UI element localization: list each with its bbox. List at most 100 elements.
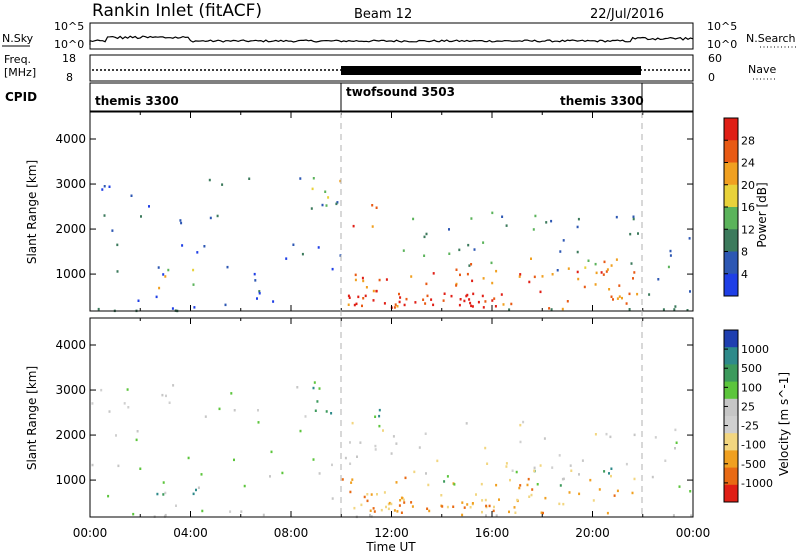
range-cell [195, 488, 197, 492]
y-tick-label: 2000 [55, 428, 86, 442]
range-cell [356, 455, 358, 458]
x-tick-label: 20:00 [575, 526, 610, 540]
range-cell [248, 177, 251, 180]
range-cell [221, 183, 224, 186]
range-cell [667, 265, 670, 269]
range-cell [615, 215, 618, 219]
range-cell [576, 225, 579, 229]
range-cell [335, 202, 338, 206]
range-cell [410, 501, 413, 504]
range-cell [135, 438, 138, 442]
range-cell [427, 483, 430, 487]
range-cell [441, 505, 444, 508]
range-cell [440, 494, 443, 497]
power-panel-frame [89, 111, 694, 312]
range-cell [625, 302, 628, 305]
range-cell [610, 474, 612, 478]
range-cell [347, 294, 350, 298]
range-cell [366, 499, 369, 503]
range-cell [544, 496, 547, 500]
range-cell [369, 509, 372, 512]
range-cell [370, 515, 373, 518]
colorbar-tick-label: -500 [741, 458, 766, 471]
colorbar-swatch [724, 330, 738, 348]
range-cell [609, 435, 612, 439]
range-cell [468, 298, 471, 301]
colorbar-tick-label: 500 [741, 362, 762, 375]
colorbar-swatch [724, 467, 738, 486]
range-cell [382, 429, 384, 432]
range-cell [453, 483, 456, 486]
range-cell [201, 509, 204, 513]
range-cell [689, 290, 691, 293]
range-cell [488, 504, 491, 508]
range-cell [385, 505, 387, 509]
range-cell [594, 433, 597, 436]
nsearch-label: N.Search [746, 32, 796, 45]
range-cell [621, 296, 623, 300]
range-cell [132, 512, 135, 516]
colorbar-swatch [724, 347, 738, 365]
range-cell [350, 481, 353, 484]
range-cell [567, 267, 570, 270]
colorbar-swatch [724, 273, 738, 297]
range-cell [569, 464, 572, 467]
range-cell [480, 482, 483, 486]
range-cell [491, 281, 494, 285]
range-cell [455, 268, 458, 271]
range-cell [240, 510, 243, 513]
range-cell [164, 513, 167, 517]
range-cell [299, 177, 302, 180]
range-cell [117, 464, 120, 468]
range-cell [353, 303, 356, 307]
range-cell [669, 249, 672, 253]
range-cell [603, 260, 606, 264]
colorbar-frame [723, 329, 739, 503]
range-cell [633, 271, 636, 274]
colorbar-tick-label: 1000 [741, 343, 769, 356]
y-tick-label: 1000 [55, 267, 86, 281]
range-cell [258, 292, 261, 295]
nsky-label: N.Sky [2, 32, 34, 45]
range-cell [330, 412, 333, 415]
range-cell [331, 267, 334, 271]
range-cell [466, 503, 469, 506]
range-cell [136, 430, 139, 433]
range-cell [443, 292, 446, 295]
colorbar-tick-label: 20 [741, 179, 755, 192]
range-cell [459, 273, 461, 277]
range-cell [615, 258, 618, 261]
range-cell [383, 491, 386, 494]
range-cell [364, 294, 367, 298]
range-cell [324, 190, 327, 193]
nsearch-tick-top: 10^5 [707, 20, 737, 33]
velocity-panel-frame [89, 317, 694, 518]
range-cell [108, 410, 111, 413]
range-cell [167, 268, 170, 272]
range-cell [598, 488, 601, 491]
range-cell [349, 441, 351, 444]
range-cell [285, 257, 288, 260]
range-cell [533, 275, 536, 279]
range-cell [101, 188, 104, 191]
y-tick-label: 3000 [55, 177, 86, 191]
range-cell [543, 437, 546, 440]
range-cell [108, 185, 111, 188]
colorbar-swatch [724, 207, 738, 230]
range-cell [459, 298, 462, 301]
range-cell [229, 510, 232, 513]
range-cell [396, 510, 399, 513]
range-cell [209, 216, 212, 220]
range-cell [168, 401, 171, 404]
range-cell [481, 294, 484, 298]
range-cell [310, 207, 313, 210]
range-cell [351, 478, 354, 481]
y-tick-label: 1000 [55, 473, 86, 487]
nsky-panel-frame [89, 22, 694, 50]
range-cell [103, 185, 106, 188]
range-cell [348, 296, 351, 299]
range-cell [374, 415, 377, 418]
velocity-axes: 4000 3000 2000 1000 [55, 318, 694, 517]
range-cell [392, 435, 395, 438]
range-cell [388, 501, 391, 505]
